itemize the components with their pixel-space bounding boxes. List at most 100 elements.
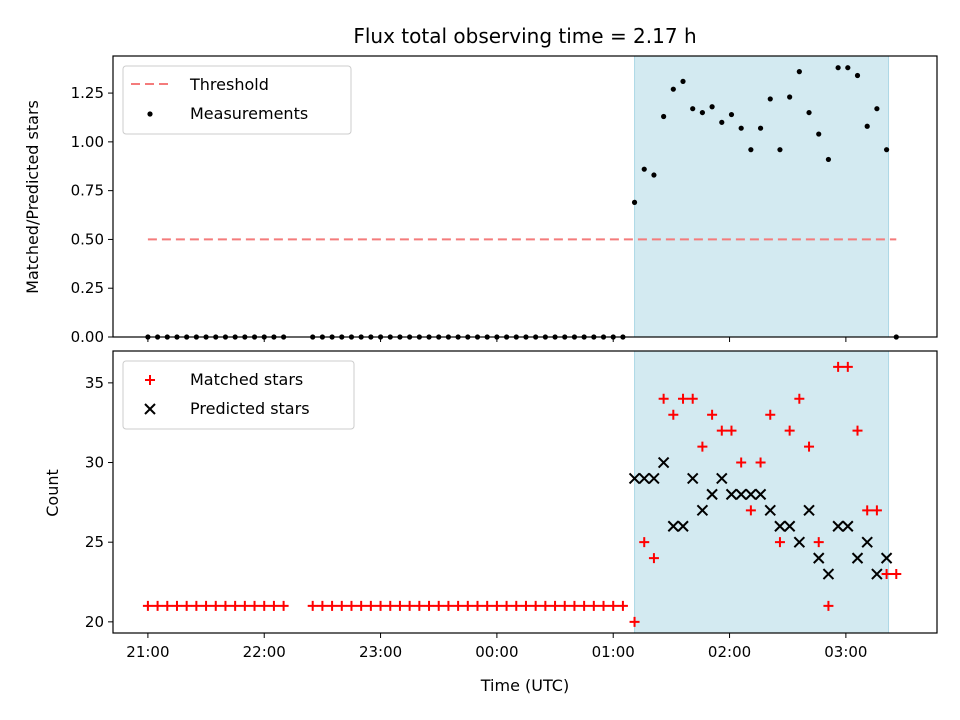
highlight-span: [634, 55, 890, 338]
data-point: [356, 600, 367, 611]
data-point: [375, 600, 386, 611]
data-point: [648, 553, 659, 564]
data-point: [365, 600, 376, 611]
data-point: [881, 569, 892, 580]
data-point: [424, 600, 435, 611]
top-panel: 0.00 0.25 0.50 0.75 1.00 1.25 Threshold Measure…: [71, 55, 938, 346]
data-point: [697, 441, 708, 452]
data-point: [230, 600, 241, 611]
data-point: [511, 600, 522, 611]
data-point: [278, 600, 289, 611]
y-tick-label: 35: [85, 374, 104, 392]
data-point: [736, 457, 747, 468]
data-point: [520, 600, 531, 611]
data-point: [755, 457, 766, 468]
y-tick-label: 1.25: [71, 84, 104, 102]
data-point: [774, 537, 785, 548]
data-point: [728, 111, 735, 118]
y-tick-label: 20: [85, 613, 104, 631]
data-point: [783, 520, 796, 532]
x-tick-label: 03:00: [824, 643, 867, 661]
legend-box: [122, 360, 355, 430]
data-point: [716, 472, 728, 485]
data-point: [680, 78, 686, 84]
data-point: [854, 72, 861, 79]
legend-label: Matched stars: [190, 370, 303, 389]
data-point: [191, 600, 202, 611]
data-point: [738, 125, 744, 131]
x-tick-label: 00:00: [475, 643, 518, 661]
data-point: [579, 600, 590, 611]
series-matched-stars: [142, 361, 902, 627]
data-point: [764, 504, 776, 517]
data-point: [443, 600, 454, 611]
data-point: [152, 600, 163, 611]
data-point: [687, 393, 698, 404]
data-point: [871, 505, 882, 516]
legend-box: [122, 65, 352, 135]
data-point: [757, 125, 764, 131]
data-point: [145, 375, 155, 385]
data-point: [501, 600, 512, 611]
data-point: [414, 600, 425, 611]
data-point: [726, 425, 737, 436]
data-point: [874, 106, 880, 112]
data-point: [462, 600, 473, 611]
data-point: [784, 425, 795, 436]
data-point: [852, 425, 863, 436]
data-point: [842, 520, 854, 532]
data-point: [745, 505, 756, 516]
data-point: [677, 520, 689, 532]
data-point: [861, 536, 873, 548]
data-point: [748, 147, 754, 153]
data-point: [631, 199, 638, 205]
y-tick-label: 1.00: [71, 133, 104, 151]
data-point: [629, 616, 640, 627]
data-point: [793, 536, 806, 548]
data-point: [394, 600, 405, 611]
x-tick-label: 22:00: [243, 643, 286, 661]
data-point: [569, 600, 580, 611]
data-point: [249, 600, 260, 611]
data-point: [699, 109, 706, 116]
data-point: [678, 393, 689, 404]
data-point: [851, 552, 864, 564]
data-point: [268, 600, 279, 611]
data-point: [346, 600, 357, 611]
data-point: [735, 488, 747, 501]
x-tick-label: 01:00: [592, 643, 635, 661]
legend-label: Predicted stars: [190, 399, 310, 418]
data-point: [453, 600, 464, 611]
data-point: [774, 520, 786, 532]
data-point: [657, 456, 670, 469]
x-axis-label: Time (UTC): [480, 676, 569, 695]
data-point: [835, 65, 841, 71]
data-point: [404, 600, 415, 611]
data-point: [162, 600, 173, 611]
y-tick-label: 25: [85, 533, 104, 551]
x-tick-label: 02:00: [708, 643, 751, 661]
data-point: [765, 409, 776, 420]
data-point: [709, 104, 715, 110]
data-point: [638, 472, 650, 485]
data-point: [871, 568, 883, 580]
data-point: [530, 600, 541, 611]
chart-title: Flux total observing time = 2.17 h: [353, 24, 696, 48]
data-point: [725, 488, 738, 501]
data-point: [651, 172, 657, 178]
data-point: [880, 552, 893, 564]
data-point: [641, 166, 647, 172]
data-point: [816, 131, 822, 137]
data-point: [144, 403, 156, 415]
data-point: [842, 361, 853, 372]
data-point: [690, 106, 696, 112]
data-point: [668, 409, 679, 420]
data-point: [307, 600, 318, 611]
data-point: [794, 393, 805, 404]
data-point: [832, 520, 844, 532]
data-point: [696, 504, 709, 517]
data-point: [813, 552, 825, 564]
plot-frame: [112, 350, 938, 634]
data-point: [777, 147, 783, 153]
